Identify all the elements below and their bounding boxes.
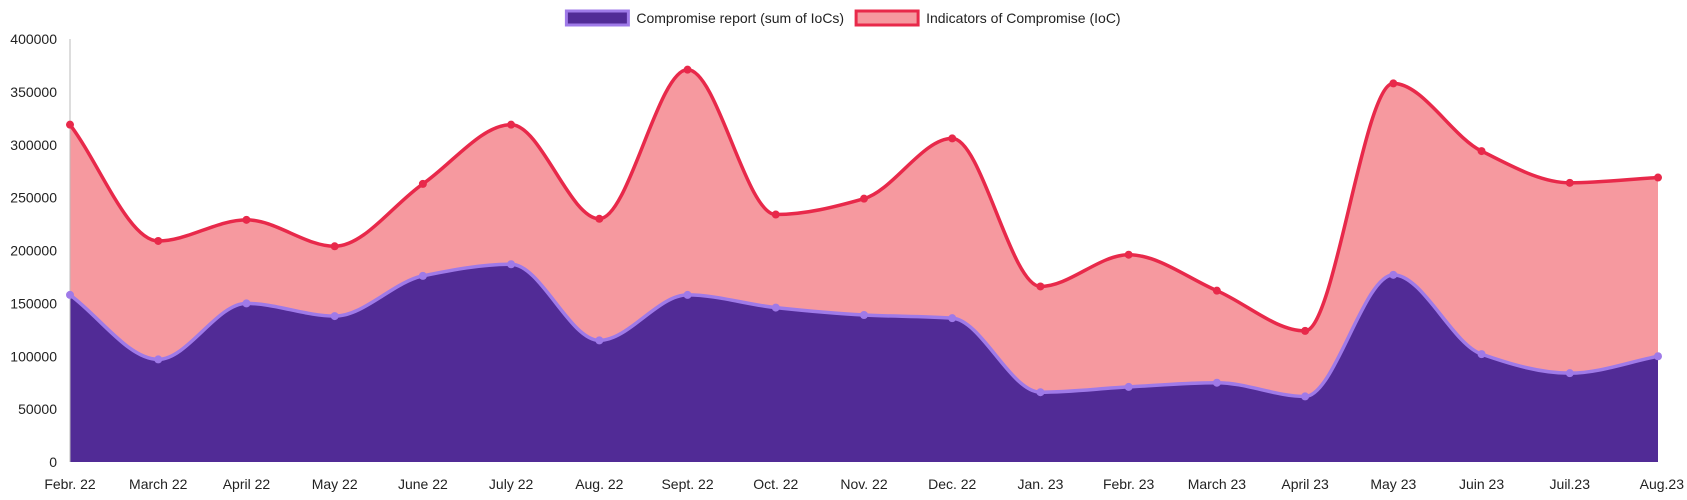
x-tick-label: March 23 <box>1188 476 1247 492</box>
series-1-point-7 <box>683 65 692 74</box>
x-tick-label: Juin 23 <box>1459 476 1504 492</box>
series-1-point-10 <box>948 134 957 143</box>
series-1-point-0 <box>66 120 74 129</box>
x-tick-label: Juil.23 <box>1550 476 1591 492</box>
y-tick-label: 400000 <box>10 31 57 47</box>
legend: Compromise report (sum of IoCs) Indicator… <box>564 9 1121 27</box>
series-1-point-18 <box>1654 173 1662 182</box>
series-0-point-9 <box>860 311 868 320</box>
series-1-point-17 <box>1565 178 1574 187</box>
data-points <box>66 65 1662 401</box>
y-tick-label: 150000 <box>10 295 57 311</box>
x-tick-label: June 22 <box>398 476 448 492</box>
legend-label-0: Compromise report (sum of IoCs) <box>636 10 844 26</box>
series-0-point-7 <box>683 290 692 299</box>
series-1-point-6 <box>595 214 604 223</box>
series-0-point-14 <box>1301 392 1310 401</box>
series-0-point-11 <box>1036 388 1045 397</box>
series-0-point-17 <box>1565 369 1574 378</box>
x-tick-label: May 23 <box>1370 476 1416 492</box>
x-tick-label: April 23 <box>1281 476 1329 492</box>
series-1-point-15 <box>1389 79 1398 88</box>
y-tick-label: 100000 <box>10 348 57 364</box>
y-tick-label: 50000 <box>18 401 57 417</box>
x-tick-label: Aug.23 <box>1640 476 1685 492</box>
x-tick-label: Dec. 22 <box>928 476 976 492</box>
x-axis-ticks: Febr. 22 March 22 April 22 May 22 June 22 Jul… <box>44 476 1684 492</box>
x-tick-label: Jan. 23 <box>1017 476 1063 492</box>
series-1-point-14 <box>1301 326 1310 335</box>
series-0-area <box>70 264 1658 462</box>
series-1-point-11 <box>1036 282 1045 291</box>
series-1-point-8 <box>771 210 780 219</box>
legend-label-1: Indicators of Compromise (IoC) <box>926 10 1121 26</box>
x-tick-label: May 22 <box>312 476 358 492</box>
legend-swatch-0 <box>564 9 630 27</box>
y-tick-label: 200000 <box>10 243 57 259</box>
y-tick-label: 350000 <box>10 84 57 100</box>
x-tick-label: April 22 <box>223 476 271 492</box>
series-0-point-15 <box>1389 270 1398 279</box>
series-0-point-8 <box>771 303 780 312</box>
series-0-point-10 <box>948 314 957 323</box>
y-tick-label: 0 <box>49 454 57 470</box>
x-tick-label: Febr. 22 <box>44 476 96 492</box>
series-1-point-16 <box>1477 147 1486 156</box>
y-tick-label: 300000 <box>10 137 57 153</box>
series-0-point-16 <box>1477 350 1486 359</box>
series-1-point-9 <box>860 194 868 203</box>
series-1-point-2 <box>242 215 251 224</box>
series-1-point-4 <box>418 179 427 188</box>
x-tick-label: Oct. 22 <box>753 476 798 492</box>
series-0-point-3 <box>330 312 339 321</box>
series-1-point-13 <box>1212 286 1221 295</box>
series-0-point-2 <box>242 299 251 308</box>
series-0-point-13 <box>1212 378 1221 387</box>
legend-swatch-1 <box>854 9 920 27</box>
series-0-point-1 <box>154 355 163 364</box>
series-0-point-12 <box>1124 382 1133 391</box>
y-axis-ticks: 0 50000 100000 150000 200000 250000 300000 3500… <box>10 31 57 470</box>
series-1-point-5 <box>507 120 516 129</box>
x-tick-label: July 22 <box>489 476 534 492</box>
series-0-point-18 <box>1654 352 1662 361</box>
series-1-point-3 <box>330 242 339 251</box>
x-tick-label: Febr. 23 <box>1103 476 1155 492</box>
y-tick-label: 250000 <box>10 190 57 206</box>
series-0-point-4 <box>418 271 427 280</box>
series-0-point-5 <box>507 260 516 269</box>
x-tick-label: March 22 <box>129 476 188 492</box>
series-0-point-6 <box>595 336 604 345</box>
x-tick-label: Aug. 22 <box>575 476 623 492</box>
series-1-point-12 <box>1124 250 1133 259</box>
series-areas <box>68 67 1659 462</box>
series-0-point-0 <box>66 290 74 299</box>
series-1-point-1 <box>154 236 163 245</box>
x-tick-label: Sept. 22 <box>661 476 713 492</box>
x-tick-label: Nov. 22 <box>840 476 887 492</box>
